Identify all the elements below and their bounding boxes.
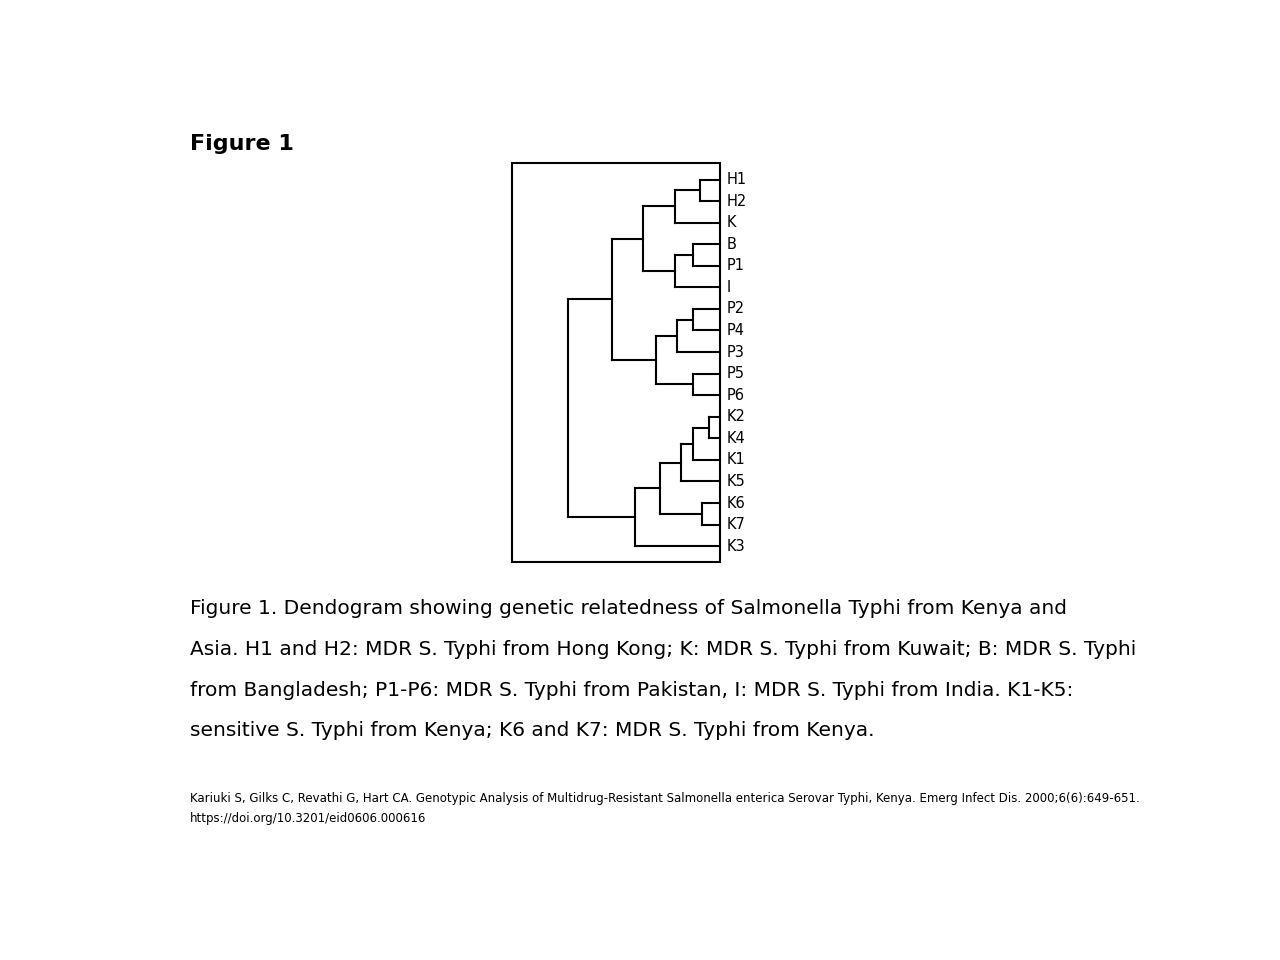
Text: P4: P4	[727, 323, 745, 338]
Text: P5: P5	[727, 366, 745, 381]
Text: H2: H2	[727, 194, 746, 208]
Text: K1: K1	[727, 452, 745, 468]
Text: P6: P6	[727, 388, 745, 402]
Text: B: B	[727, 237, 736, 252]
Text: Asia. H1 and H2: MDR S. Typhi from Hong Kong; K: MDR S. Typhi from Kuwait; B: MD: Asia. H1 and H2: MDR S. Typhi from Hong …	[189, 640, 1137, 659]
Text: Figure 1: Figure 1	[189, 133, 293, 154]
Bar	[512, 163, 721, 563]
Text: P2: P2	[727, 301, 745, 317]
Text: H1: H1	[727, 172, 746, 187]
Text: https://doi.org/10.3201/eid0606.000616: https://doi.org/10.3201/eid0606.000616	[189, 812, 426, 826]
Text: K3: K3	[727, 539, 745, 554]
Text: Figure 1. Dendogram showing genetic relatedness of Salmonella Typhi from Kenya a: Figure 1. Dendogram showing genetic rela…	[189, 599, 1066, 618]
Text: P3: P3	[727, 345, 744, 360]
Text: K: K	[727, 215, 736, 230]
Text: Kariuki S, Gilks C, Revathi G, Hart CA. Genotypic Analysis of Multidrug-Resistan: Kariuki S, Gilks C, Revathi G, Hart CA. …	[189, 792, 1139, 804]
Text: K7: K7	[727, 517, 745, 532]
Text: P1: P1	[727, 258, 745, 274]
Text: K6: K6	[727, 495, 745, 511]
Text: K5: K5	[727, 474, 745, 489]
Text: K2: K2	[727, 409, 745, 424]
Text: sensitive S. Typhi from Kenya; K6 and K7: MDR S. Typhi from Kenya.: sensitive S. Typhi from Kenya; K6 and K7…	[189, 721, 874, 740]
Text: from Bangladesh; P1-P6: MDR S. Typhi from Pakistan, I: MDR S. Typhi from India. : from Bangladesh; P1-P6: MDR S. Typhi fro…	[189, 681, 1073, 700]
Text: K4: K4	[727, 431, 745, 445]
Text: I: I	[727, 280, 731, 295]
